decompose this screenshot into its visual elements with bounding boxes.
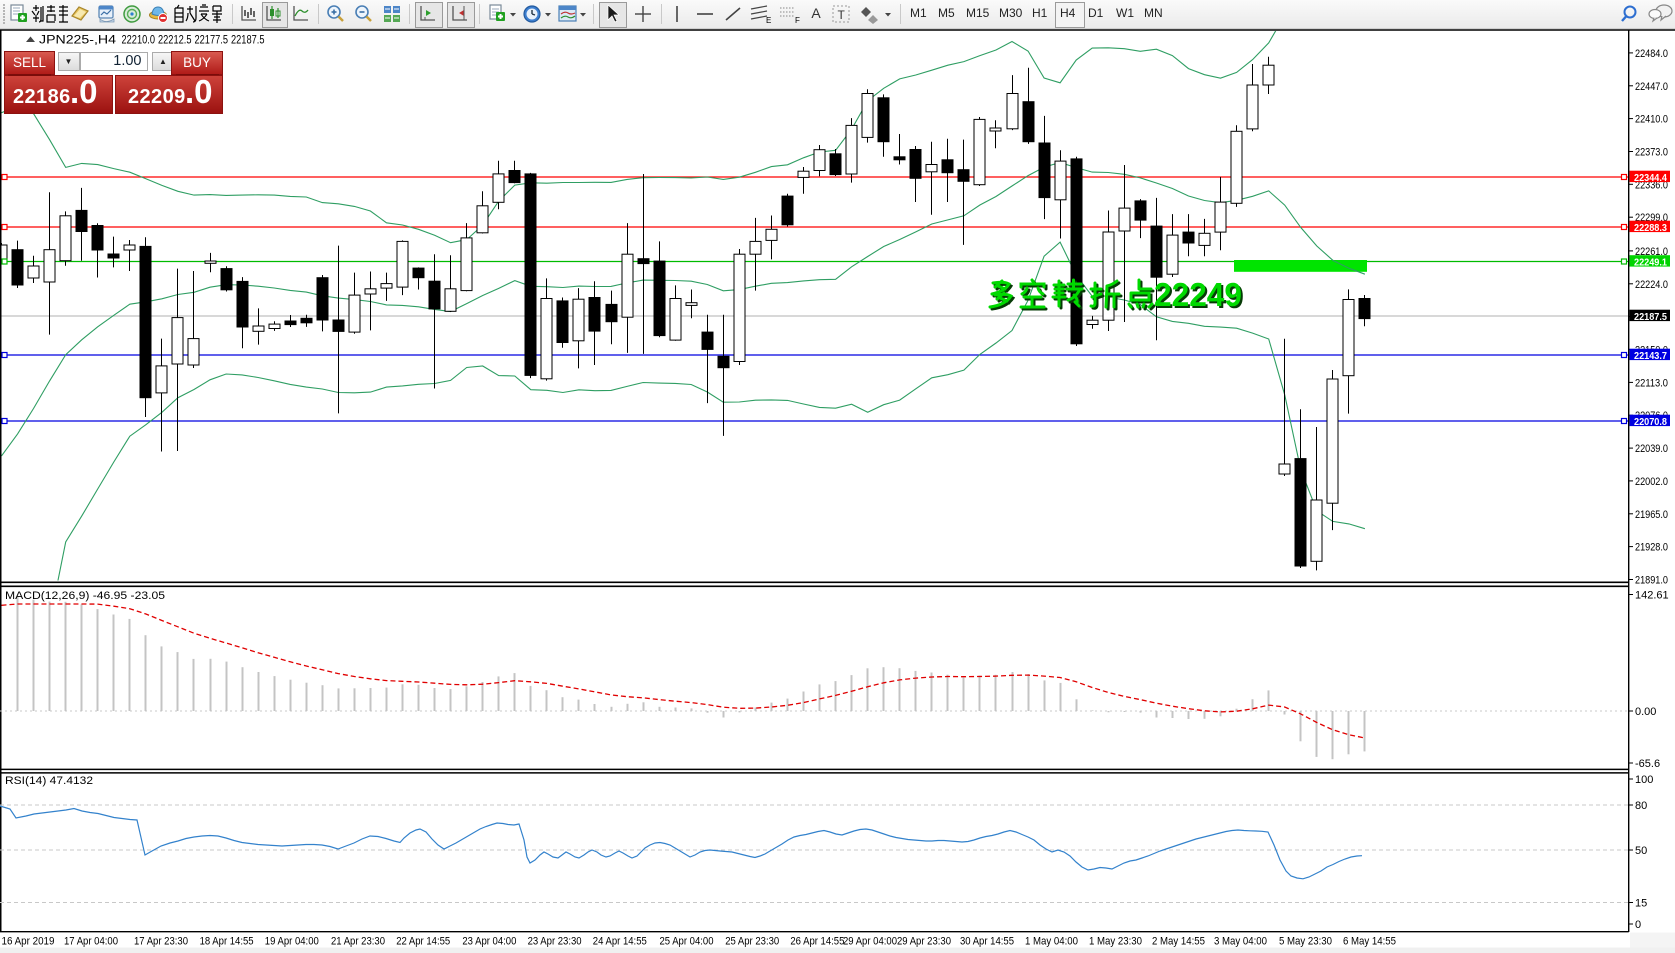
svg-text:22288.3: 22288.3 bbox=[1634, 222, 1667, 234]
svg-text:22249: 22249 bbox=[1156, 278, 1244, 315]
svg-text:80: 80 bbox=[1635, 800, 1647, 812]
svg-text:19 Apr 04:00: 19 Apr 04:00 bbox=[265, 936, 319, 948]
svg-text:22224.0: 22224.0 bbox=[1635, 279, 1668, 291]
svg-text:0.00: 0.00 bbox=[1635, 706, 1656, 718]
svg-text:25 Apr 23:30: 25 Apr 23:30 bbox=[725, 936, 779, 948]
svg-text:22373.0: 22373.0 bbox=[1635, 147, 1668, 159]
svg-text:RSI(14) 47.4132: RSI(14) 47.4132 bbox=[5, 775, 93, 787]
svg-text:22410.0: 22410.0 bbox=[1635, 114, 1668, 126]
svg-text:142.61: 142.61 bbox=[1635, 590, 1669, 602]
svg-text:22187.5: 22187.5 bbox=[231, 33, 265, 47]
svg-text:21 Apr 23:30: 21 Apr 23:30 bbox=[331, 936, 385, 948]
svg-text:29 Apr 23:30: 29 Apr 23:30 bbox=[897, 936, 951, 948]
svg-text:26 Apr 14:55: 26 Apr 14:55 bbox=[790, 936, 844, 948]
svg-text:22210.0: 22210.0 bbox=[122, 33, 156, 47]
svg-text:22484.0: 22484.0 bbox=[1635, 48, 1668, 60]
svg-text:6 May 14:55: 6 May 14:55 bbox=[1343, 936, 1396, 948]
svg-text:23 Apr 04:00: 23 Apr 04:00 bbox=[462, 936, 516, 948]
svg-text:0: 0 bbox=[1635, 919, 1641, 931]
svg-text:22177.5: 22177.5 bbox=[195, 33, 229, 47]
svg-text:T: T bbox=[838, 8, 846, 22]
svg-text:22261.0: 22261.0 bbox=[1635, 246, 1668, 258]
svg-text:50: 50 bbox=[1635, 845, 1647, 857]
svg-text:MACD(12,26,9) -46.95 -23.05: MACD(12,26,9) -46.95 -23.05 bbox=[5, 590, 165, 602]
svg-text:15: 15 bbox=[1635, 898, 1647, 910]
svg-text:-65.6: -65.6 bbox=[1635, 758, 1660, 770]
svg-text:22212.5: 22212.5 bbox=[158, 33, 192, 47]
svg-text:E: E bbox=[766, 16, 771, 25]
svg-text:5 May 23:30: 5 May 23:30 bbox=[1279, 936, 1332, 948]
svg-text:22187.5: 22187.5 bbox=[1634, 311, 1667, 323]
svg-text:100: 100 bbox=[1635, 774, 1653, 786]
svg-text:21891.0: 21891.0 bbox=[1635, 575, 1668, 587]
svg-text:F: F bbox=[795, 16, 800, 25]
svg-text:21928.0: 21928.0 bbox=[1635, 542, 1668, 554]
svg-text:22143.7: 22143.7 bbox=[1634, 350, 1667, 362]
svg-text:22249: 22249 bbox=[1154, 276, 1242, 313]
svg-text:23 Apr 23:30: 23 Apr 23:30 bbox=[528, 936, 582, 948]
svg-text:22 Apr 14:55: 22 Apr 14:55 bbox=[396, 936, 450, 948]
svg-text:21965.0: 21965.0 bbox=[1635, 509, 1668, 521]
svg-text:22249.1: 22249.1 bbox=[1634, 257, 1667, 269]
svg-text:30 Apr 14:55: 30 Apr 14:55 bbox=[960, 936, 1014, 948]
svg-text:3 May 04:00: 3 May 04:00 bbox=[1214, 936, 1267, 948]
svg-text:22344.4: 22344.4 bbox=[1634, 172, 1667, 184]
svg-text:1 May 23:30: 1 May 23:30 bbox=[1089, 936, 1142, 948]
svg-text:22070.8: 22070.8 bbox=[1634, 416, 1667, 428]
svg-text:17 Apr 23:30: 17 Apr 23:30 bbox=[134, 936, 188, 948]
svg-text:17 Apr 04:00: 17 Apr 04:00 bbox=[64, 936, 118, 948]
svg-text:29 Apr 04:00: 29 Apr 04:00 bbox=[843, 936, 897, 948]
svg-text:2 May 14:55: 2 May 14:55 bbox=[1152, 936, 1205, 948]
svg-text:1 May 04:00: 1 May 04:00 bbox=[1025, 936, 1078, 948]
svg-text:22039.0: 22039.0 bbox=[1635, 443, 1668, 455]
svg-text:22002.0: 22002.0 bbox=[1635, 476, 1668, 488]
svg-text:18 Apr 14:55: 18 Apr 14:55 bbox=[200, 936, 254, 948]
svg-text:25 Apr 04:00: 25 Apr 04:00 bbox=[660, 936, 714, 948]
svg-text:22336.0: 22336.0 bbox=[1635, 179, 1668, 191]
svg-text:22113.0: 22113.0 bbox=[1635, 377, 1668, 389]
svg-text:22447.0: 22447.0 bbox=[1635, 81, 1668, 93]
svg-text:24 Apr 14:55: 24 Apr 14:55 bbox=[593, 936, 647, 948]
svg-text:16 Apr 2019: 16 Apr 2019 bbox=[2, 936, 55, 948]
svg-text:JPN225-,H4: JPN225-,H4 bbox=[39, 33, 116, 47]
